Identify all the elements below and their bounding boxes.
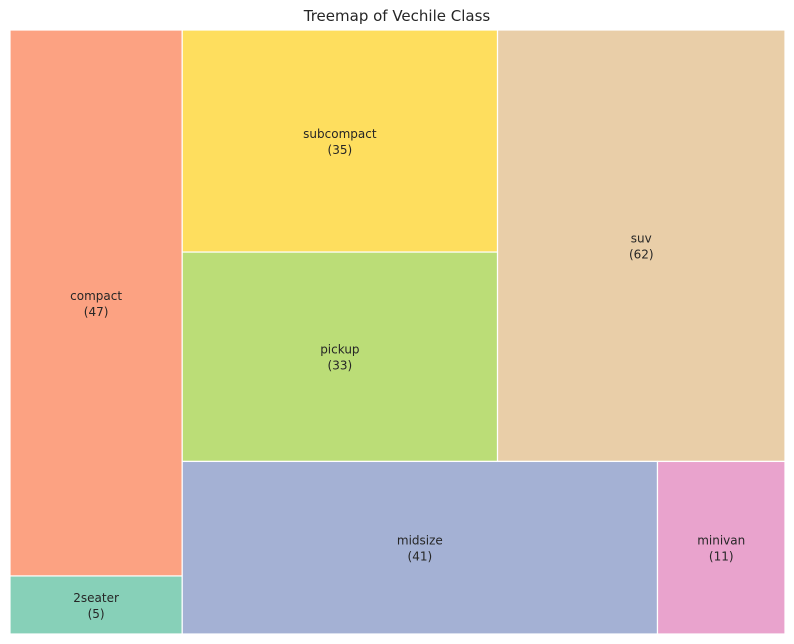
tile-suv: suv (62) [496,29,786,463]
tile-value-midsize: (41) [408,550,433,564]
tile-value-pickup: (33) [328,359,353,373]
tile-subcompact: subcompact (35) [181,29,499,253]
tile-value-compact: (47) [84,305,109,319]
tile-label-compact: compact [70,289,122,303]
tile-rect-minivan [656,460,786,635]
tile-value-2seater: (5) [88,607,105,621]
tile-rect-compact [9,29,183,577]
tile-label-pickup: pickup [320,343,359,357]
tile-compact: compact (47) [9,29,183,577]
tile-rect-pickup [181,251,499,463]
tile-rect-suv [496,29,786,463]
tile-label-suv: suv [631,232,652,246]
tile-value-minivan: (11) [709,550,734,564]
tile-label-minivan: minivan [697,534,745,548]
tile-rect-midsize [181,460,659,635]
tile-value-suv: (62) [629,248,654,262]
tile-label-2seater: 2seater [73,591,119,605]
chart-title: Treemap of Vechile Class [303,7,491,25]
tile-2seater: 2seater (5) [9,575,183,635]
tile-label-midsize: midsize [397,534,443,548]
tile-label-subcompact: subcompact [303,127,377,141]
tile-value-subcompact: (35) [328,143,353,157]
tile-minivan: minivan (11) [656,460,786,635]
tile-pickup: pickup (33) [181,251,499,463]
tile-midsize: midsize (41) [181,460,659,635]
